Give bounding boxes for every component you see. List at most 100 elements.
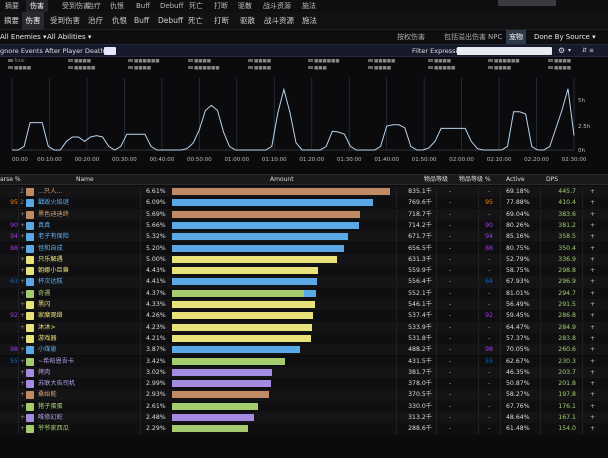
table-row[interactable]: + 只乐解遇 5.00% 631.3千 - - 52.79% 336.9 + [0,253,608,266]
report-tab-8[interactable]: 打断 [214,16,229,25]
top-tab-8[interactable]: 死亡 [189,2,203,10]
col-amount[interactable]: Amount [270,176,294,183]
table-row[interactable]: 90 + 真真 5.66% 714.2千 -90 80.26% 381.2 + [0,219,608,232]
top-tab-5[interactable]: 仇恨 [110,2,124,10]
add-icon[interactable]: + [590,221,596,229]
legend-item[interactable]: ■■■■ [548,66,571,71]
table-row[interactable]: 98 + 小煤崽 3.87% 488.2千 -98 70.05% 260.6 + [0,344,608,356]
add-icon[interactable]: + [590,402,596,410]
add-icon[interactable]: + [590,334,596,342]
add-icon[interactable]: + [590,267,596,275]
table-row[interactable]: + 爷爷家西瓜 2.29% 288.6千 - - 61.48% 154.0 + [0,423,608,435]
legend-item[interactable]: ■■■■■ [428,66,455,71]
color-swatch[interactable] [104,47,116,55]
add-icon[interactable]: + [590,323,596,331]
toggle-npc[interactable]: NPC [488,33,503,41]
legend-item[interactable]: ■■■■■ [68,66,95,71]
top-tab-12[interactable]: 施法 [302,2,316,10]
enemies-dropdown[interactable]: All Enemies ▾ [0,33,47,41]
report-tab-10[interactable]: 战斗资源 [264,16,294,25]
legend-item[interactable]: ■■■■ [128,66,151,71]
table-row[interactable]: 2 ...只人... 6.61% 835.1千 - - 69.18% 445.7 + [0,186,608,198]
legend-item[interactable]: ■■■■ [68,59,91,64]
sort-icon[interactable]: ⇵ ≡ [582,47,594,54]
legend-item[interactable]: ■■■■ [188,59,211,64]
top-tab-2[interactable]: 伤害 [26,0,48,12]
col-ilvl-pct[interactable]: 物品等级 % [459,176,491,183]
report-tab-4[interactable]: 仇恨 [112,16,127,25]
top-tab-9[interactable]: 打断 [214,2,228,10]
add-icon[interactable]: + [590,312,596,320]
top-tab-10[interactable]: 驱散 [238,2,252,10]
report-tab-0[interactable]: 摘要 [4,16,19,25]
legend-item[interactable]: ■■■ [308,66,327,71]
legend-item[interactable]: ■■■■■■ [188,66,220,71]
add-icon[interactable]: + [590,233,596,241]
top-tab-1[interactable]: 摘要 [5,2,19,10]
add-icon[interactable]: + [590,199,596,207]
legend-item[interactable]: ■■■■ [248,59,271,64]
add-icon[interactable]: + [590,346,596,354]
add-icon[interactable]: + [590,188,596,195]
table-row[interactable]: + 桑始能 2.93% 370.5千 - - 58.27% 197.8 + [0,389,608,401]
table-row[interactable]: 94 + 老子有保险 5.32% 671.7千 -94 85.16% 358.5 + [0,231,608,243]
add-icon[interactable]: + [590,301,596,308]
table-row[interactable]: + 猪子蛋蛋 2.61% 330.0千 - - 67.76% 176.1 + [0,400,608,412]
add-icon[interactable]: + [590,255,596,263]
add-icon[interactable]: + [590,368,596,376]
ignore-events-dropdown[interactable]: gnore Events After Player Deaths ▾ [0,47,114,55]
legend-item[interactable]: ■■■■ [488,66,511,71]
table-row[interactable]: 92 + 家糜观络 4.26% 537.4千 -92 59.45% 286.8 + [0,310,608,322]
top-tab-3[interactable]: 受到伤害 [62,2,90,10]
legend-item[interactable]: Total [8,59,25,64]
report-tab-9[interactable]: 驱散 [240,16,255,25]
table-row[interactable]: + 游戏器 4.21% 531.8千 - - 57.37% 283.8 + [0,332,608,345]
table-row[interactable]: + 奇遇 4.37% 552.1千 - - 81.01% 294.7 + [0,287,608,299]
legend-item[interactable]: ■■■■■■ [308,59,340,64]
source-select[interactable]: Done By Source ▾ [534,33,596,41]
add-icon[interactable]: + [590,391,596,399]
table-row[interactable]: 95 2 戳毁火焰谜 6.09% 769.6千 -95 77.88% 410.4 + [0,197,608,209]
col-active[interactable]: Active [506,176,525,183]
caret-icon[interactable]: ▾ [568,47,572,54]
top-right-tab[interactable] [498,0,556,6]
add-icon[interactable]: + [590,210,596,218]
legend-item[interactable]: ■■■■ [8,66,31,71]
table-row[interactable]: + 烤肉 3.02% 381.7千 - - 46.35% 203.7 + [0,366,608,379]
report-tab-2[interactable]: 受到伤害 [50,16,80,25]
toggle-weighted-damage[interactable]: 按权伤害 [397,33,425,41]
legend-item[interactable]: ■■■■ [428,59,451,64]
col-parse[interactable]: arse % [0,176,21,183]
legend-item[interactable]: ■■■■■■ [488,59,520,64]
col-dps[interactable]: DPS [546,176,559,183]
table-row[interactable]: 55 + ~希帕恩吾卡 3.42% 431.5千 -55 62.67% 230.3 + [0,355,608,367]
table-row[interactable]: + 黑闪 4.33% 546.1千 - - 56.49% 291.5 + [0,299,608,311]
report-tab-11[interactable]: 施法 [302,16,317,25]
col-name[interactable]: Name [76,176,94,183]
toggle-pets[interactable]: 宠物 [506,30,526,44]
table-row[interactable]: 88 + 怪和自成 5.20% 656.5千 -88 80.75% 350.4 + [0,242,608,254]
add-icon[interactable]: + [590,357,596,365]
add-icon[interactable]: + [590,425,596,433]
table-row[interactable]: + 唯修幻蛇 2.48% 313.2千 - - 48.64% 167.1 + [0,412,608,424]
legend-item[interactable]: ■■■■■■ [128,59,160,64]
legend-item[interactable]: ■■■■■ [368,59,395,64]
legend-item[interactable]: ■■■■ [368,66,391,71]
toggle-include-overkill[interactable]: 包括溢出伤害 [444,33,486,41]
add-icon[interactable]: + [590,289,596,297]
col-ilvl[interactable]: 物品等级 [424,176,449,183]
table-row[interactable]: + 黑色迪迪终 5.69% 718.7千 - - 69.04% 383.6 + [0,208,608,220]
legend-item[interactable]: ■■■■ [248,66,271,71]
report-tab-1[interactable]: 伤害 [22,12,44,30]
table-row[interactable]: + 朝娜小巨兽 4.43% 559.9千 - - 58.75% 298.8 + [0,265,608,277]
add-icon[interactable]: + [590,380,596,388]
top-tab-4[interactable]: 治疗 [87,2,101,10]
report-tab-6[interactable]: Debuff [158,16,184,25]
abilities-dropdown[interactable]: All Abilities ▾ [47,33,92,41]
report-tab-7[interactable]: 死亡 [188,16,203,25]
gear-icon[interactable]: ⚙ [558,46,566,55]
table-row[interactable]: + 苏联大告司机 2.99% 378.0千 - - 50.87% 201.8 + [0,378,608,390]
top-tab-7[interactable]: Debuff [160,2,184,10]
add-icon[interactable]: + [590,244,596,252]
legend-item[interactable]: ■■■■ [548,59,571,64]
